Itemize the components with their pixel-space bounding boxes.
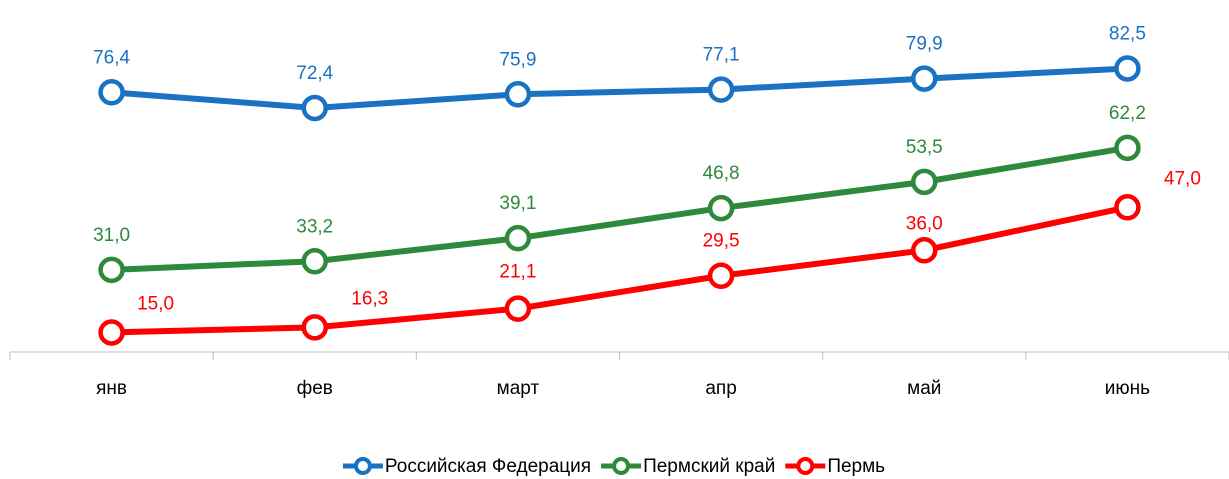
data-point xyxy=(707,262,735,289)
data-label: 21,1 xyxy=(499,262,536,283)
legend-label: Пермский край xyxy=(643,456,775,477)
data-point xyxy=(1114,134,1141,162)
data-label: 77,1 xyxy=(703,45,740,66)
data-point xyxy=(98,256,125,284)
data-point xyxy=(1114,194,1141,221)
x-tick-label: март xyxy=(497,378,540,399)
data-point xyxy=(911,237,938,264)
data-point xyxy=(301,94,328,122)
legend: Российская Федерация Пермский край Пермь xyxy=(342,456,885,477)
data-label: 33,2 xyxy=(296,216,333,237)
data-label: 47,0 xyxy=(1164,168,1201,189)
data-label: 79,9 xyxy=(906,34,943,55)
data-point xyxy=(504,295,532,322)
data-point xyxy=(504,224,532,252)
x-tick-label: июнь xyxy=(1105,378,1150,399)
data-label: 72,4 xyxy=(296,63,333,84)
data-point xyxy=(504,81,532,108)
legend-marker xyxy=(612,457,631,475)
data-point xyxy=(301,248,328,275)
data-label: 15,0 xyxy=(137,293,174,314)
data-label: 75,9 xyxy=(499,49,536,70)
series-line xyxy=(111,204,1129,336)
data-point xyxy=(911,168,938,196)
legend-label: Российская Федерация xyxy=(385,456,591,477)
x-tick-label: янв xyxy=(96,378,127,399)
data-label: 76,4 xyxy=(93,47,130,68)
data-label: 62,2 xyxy=(1109,103,1146,124)
data-point xyxy=(98,319,125,346)
x-tick-label: апр xyxy=(705,378,736,399)
data-point xyxy=(301,314,328,341)
series-line xyxy=(111,144,1128,273)
data-label: 39,1 xyxy=(499,193,536,214)
data-point xyxy=(1114,55,1141,82)
legend-label: Пермь xyxy=(827,456,885,477)
data-label: 31,0 xyxy=(93,225,130,246)
data-point xyxy=(707,76,735,103)
data-label: 29,5 xyxy=(703,231,740,252)
legend-marker xyxy=(353,457,372,475)
data-label: 53,5 xyxy=(906,137,943,158)
data-point xyxy=(911,65,938,92)
x-tick-label: фев xyxy=(297,378,333,399)
data-label: 36,0 xyxy=(906,213,943,234)
x-tick-label: май xyxy=(907,378,941,399)
legend-marker xyxy=(796,457,815,475)
data-point xyxy=(707,194,735,222)
data-label: 46,8 xyxy=(703,163,740,184)
data-point xyxy=(98,79,125,106)
data-label: 16,3 xyxy=(351,288,388,309)
series-line xyxy=(111,65,1128,111)
data-label: 82,5 xyxy=(1109,23,1146,44)
